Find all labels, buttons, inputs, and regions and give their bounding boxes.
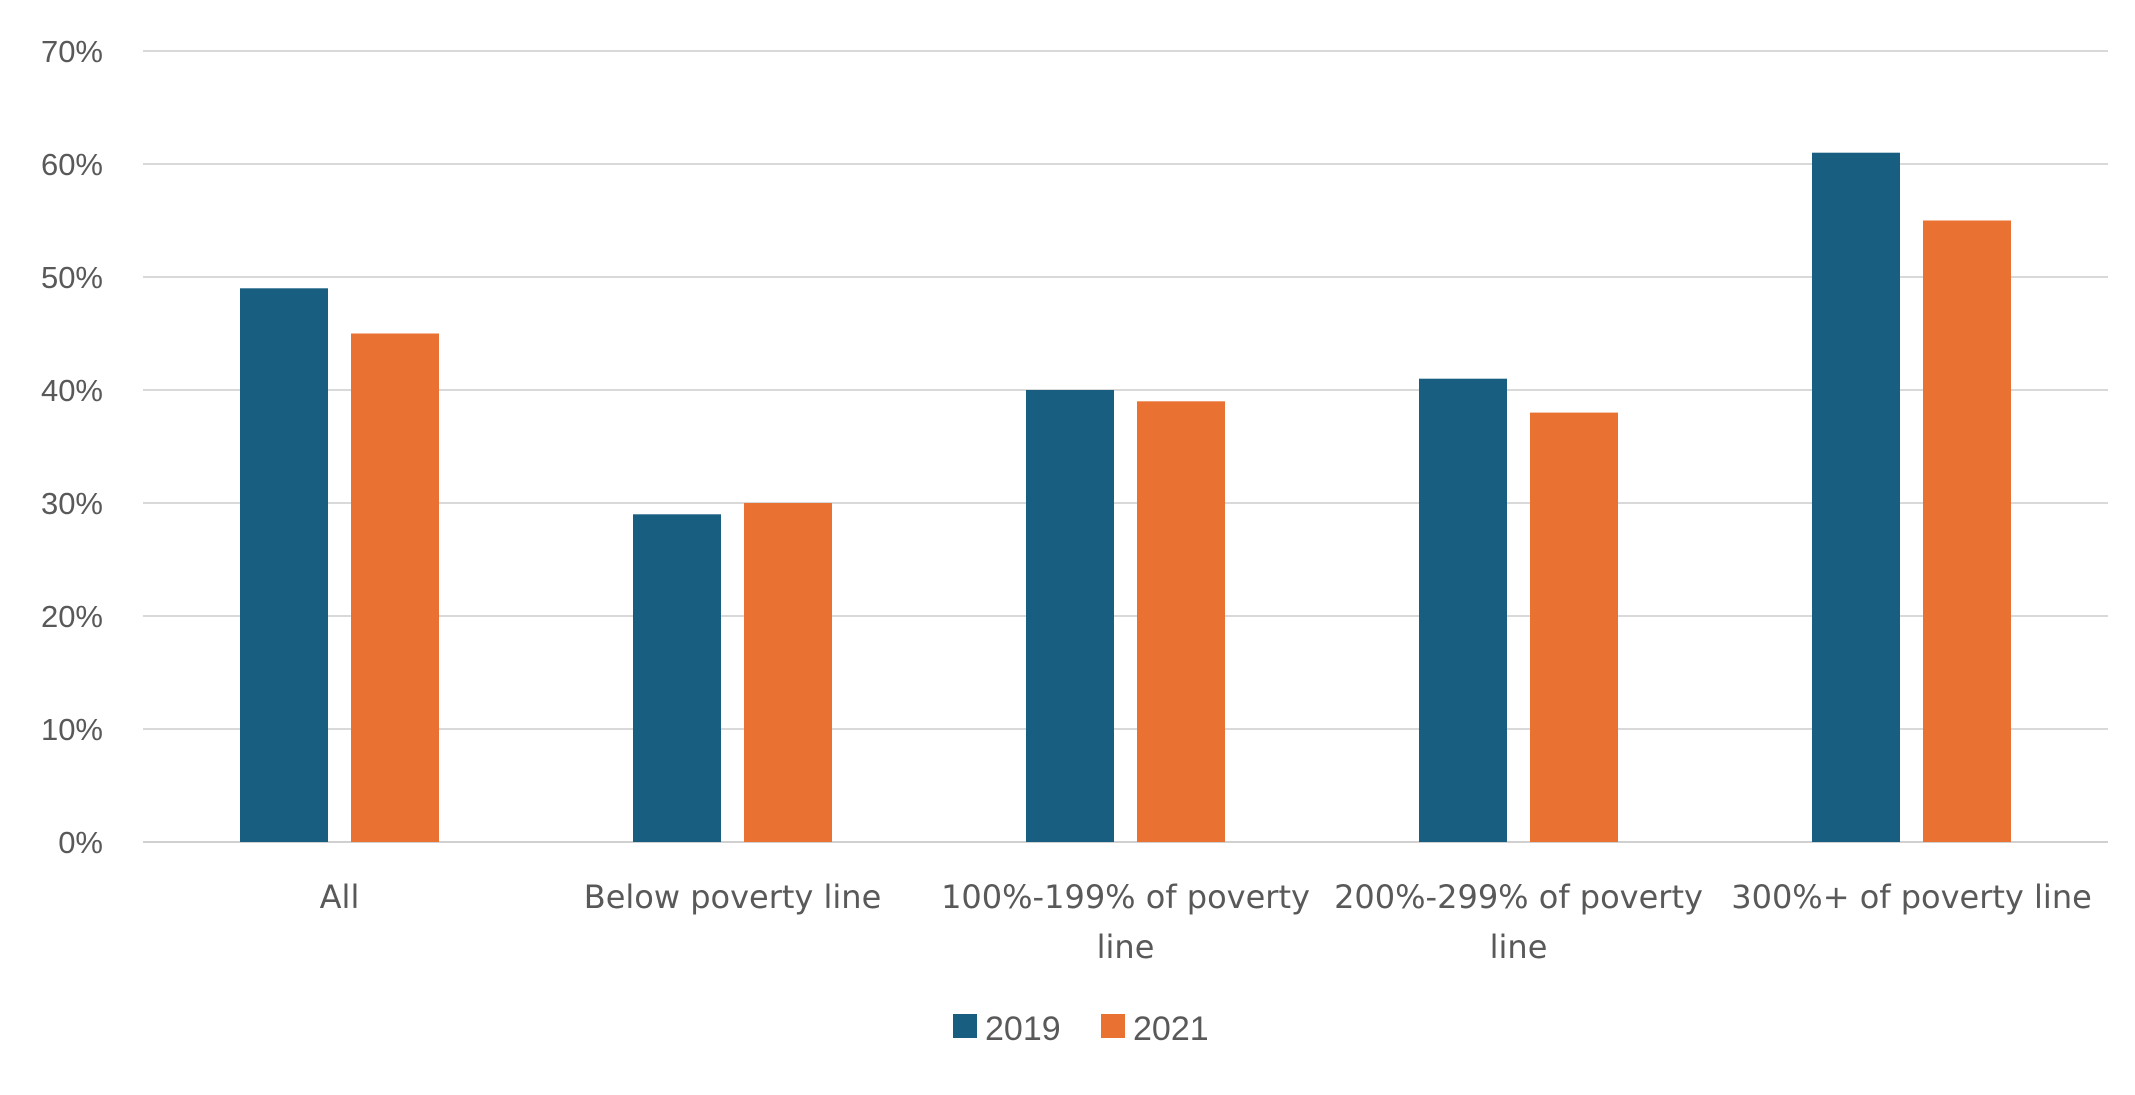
category-label: 100%-199% of poverty [941,878,1310,916]
y-tick-label: 50% [41,260,103,295]
y-tick-label: 0% [58,825,103,860]
gridlines [143,50,2108,843]
bar-2021-category-4 [1923,220,2011,842]
y-tick-label: 40% [41,373,103,408]
bar-2021-category-3 [1530,412,1618,842]
bar-2019-category-0 [240,288,328,842]
bar-2019-category-2 [1026,390,1114,842]
category-label: 300%+ of poverty line [1731,878,2092,916]
bar-2019-category-1 [633,514,721,842]
category-label: line [1097,928,1155,966]
legend-label-2021: 2021 [1133,1010,1209,1048]
category-label: Below poverty line [584,878,882,916]
bar-2021-category-0 [351,333,439,842]
y-tick-label: 60% [41,147,103,182]
bar-2021-category-2 [1137,401,1225,842]
y-axis: 0% 10% 20% 30% 40% 50% 60% 70% [41,34,103,860]
bar-2021-category-1 [744,503,832,842]
legend-swatch-2021 [1101,1014,1125,1038]
y-tick-label: 70% [41,34,103,69]
x-axis: All Below poverty line 100%-199% of povert… [320,878,2092,966]
category-label: All [320,878,360,916]
legend-label-2019: 2019 [985,1010,1061,1048]
bar-2019-category-4 [1812,152,1900,842]
legend-swatch-2019 [953,1014,977,1038]
legend: 2019 2021 [953,1010,1209,1048]
y-tick-label: 20% [41,599,103,634]
y-tick-label: 30% [41,486,103,521]
category-label: line [1490,928,1548,966]
category-label: 200%-299% of poverty [1334,878,1703,916]
y-tick-label: 10% [41,712,103,747]
bar-2019-category-3 [1419,378,1507,842]
bars [240,152,2011,842]
